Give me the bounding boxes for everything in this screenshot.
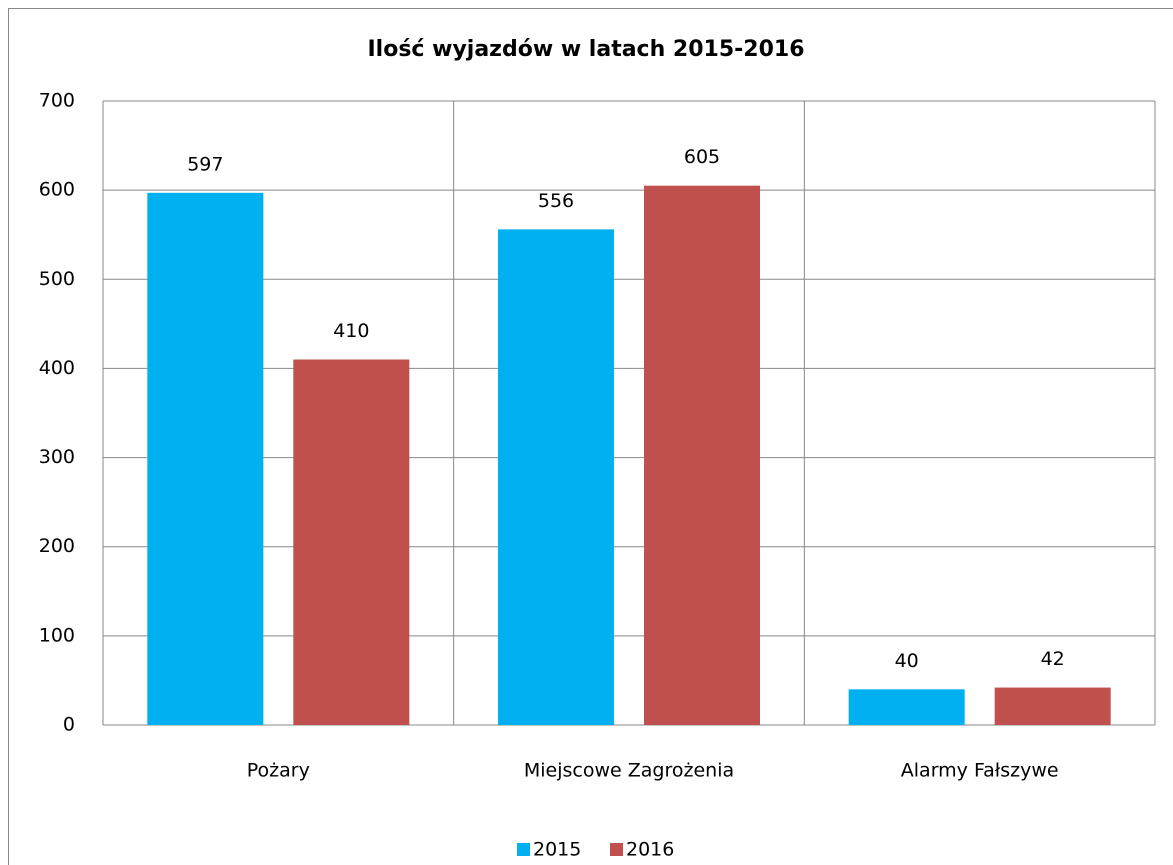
x-tick-label: Pożary [247,760,310,782]
legend-swatch [610,843,623,856]
x-tick-label: Alarmy Fałszywe [901,760,1059,782]
data-label: 556 [538,190,574,212]
y-tick-label: 400 [39,357,75,379]
data-label: 40 [895,650,919,672]
bar [498,229,614,725]
y-tick-label: 600 [39,179,75,201]
bar [994,687,1111,725]
bar [848,689,965,725]
data-label: 42 [1041,648,1065,670]
chart-title: Ilość wyjazdów w latach 2015-2016 [367,37,804,62]
y-tick-label: 500 [39,268,75,290]
data-label: 597 [187,153,223,175]
y-tick-label: 200 [39,535,75,557]
bar [644,185,760,725]
y-tick-label: 100 [39,624,75,646]
legend-label: 2016 [626,839,674,861]
x-tick-label: Miejscowe Zagrożenia [524,760,734,782]
data-label: 410 [333,320,369,342]
bar [147,192,264,725]
y-tick-label: 300 [39,446,75,468]
bar [293,359,410,725]
y-tick-label: 700 [39,90,75,112]
legend-label: 2015 [533,839,581,861]
data-label: 605 [684,146,720,168]
legend-swatch [517,843,530,856]
y-tick-label: 0 [63,714,75,736]
